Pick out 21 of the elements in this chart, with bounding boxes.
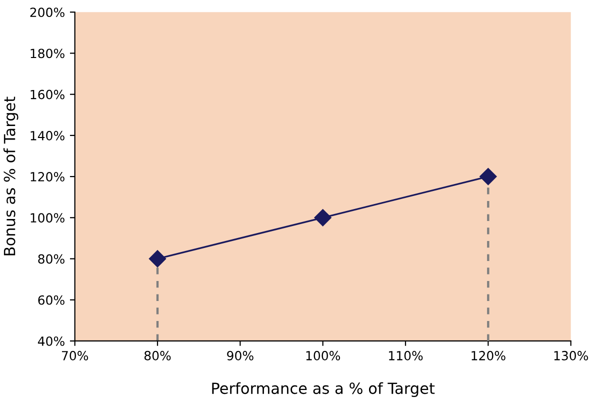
y-tick-label: 80% — [38, 254, 64, 264]
y-tick-label: 160% — [30, 90, 64, 100]
x-tick-label: 130% — [554, 350, 588, 360]
point — [148, 250, 166, 268]
x-tick-label: 70% — [62, 350, 88, 360]
y-tick-label: 100% — [30, 213, 64, 223]
y-tick-label: 40% — [38, 336, 64, 346]
x-tick-label: 120% — [472, 350, 506, 360]
point — [314, 209, 332, 226]
y-tick-label: 60% — [38, 295, 64, 305]
y-tick-label: 120% — [30, 172, 64, 182]
x-tick-label: 100% — [306, 350, 340, 360]
y-axis-title: Bonus as % of Target — [3, 96, 18, 256]
x-tick-label: 90% — [227, 350, 254, 360]
x-tick-label: 110% — [389, 350, 423, 360]
x-tick-label: 80% — [144, 350, 171, 360]
x-axis-title: Performance as a % of Target — [212, 382, 435, 398]
y-tick-label: 180% — [30, 48, 64, 58]
y-tick-label: 200% — [30, 8, 64, 18]
y-tick-label: 140% — [30, 130, 64, 140]
point — [480, 168, 497, 186]
